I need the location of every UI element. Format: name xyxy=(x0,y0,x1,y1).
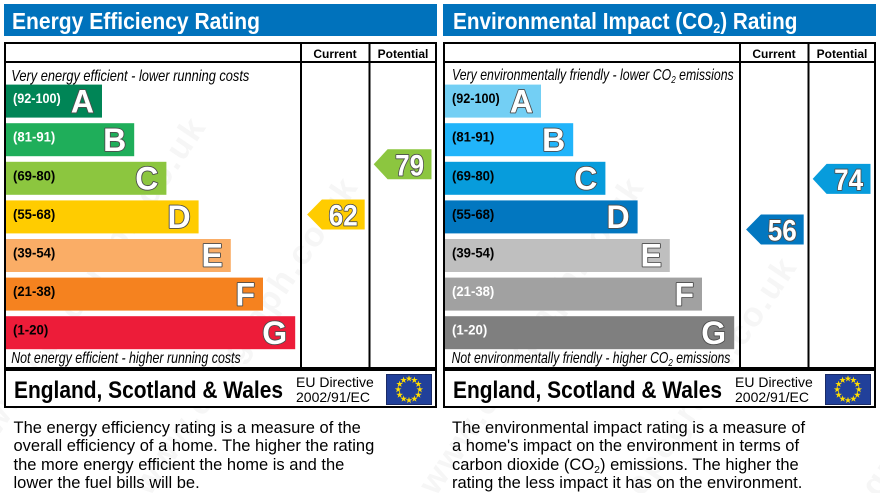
svg-text:C: C xyxy=(574,161,597,197)
svg-text:(92-100): (92-100) xyxy=(13,90,61,106)
svg-text:Not energy efficient - higher: Not energy efficient - higher running co… xyxy=(11,350,240,367)
svg-text:Current: Current xyxy=(752,47,795,61)
svg-text:Current: Current xyxy=(313,47,356,61)
svg-text:A: A xyxy=(510,83,533,119)
svg-text:E: E xyxy=(640,238,661,274)
svg-text:(1-20): (1-20) xyxy=(452,322,487,338)
svg-text:79: 79 xyxy=(395,149,424,182)
svg-text:D: D xyxy=(167,199,190,235)
svg-text:(21-38): (21-38) xyxy=(13,283,55,299)
svg-text:62: 62 xyxy=(329,200,358,233)
svg-text:B: B xyxy=(103,122,126,158)
svg-text:(92-100): (92-100) xyxy=(452,90,500,106)
svg-text:Potential: Potential xyxy=(817,47,868,61)
svg-text:F: F xyxy=(674,276,694,312)
svg-text:74: 74 xyxy=(834,164,863,197)
svg-text:(1-20): (1-20) xyxy=(13,322,48,338)
svg-text:Potential: Potential xyxy=(378,47,429,61)
svg-text:(81-91): (81-91) xyxy=(13,129,55,145)
svg-text:C: C xyxy=(135,161,158,197)
svg-text:Very environmentally friendly: Very environmentally friendly - lower CO… xyxy=(452,66,734,85)
svg-text:(69-80): (69-80) xyxy=(452,167,494,183)
svg-text:(21-38): (21-38) xyxy=(452,283,494,299)
svg-text:56: 56 xyxy=(768,215,797,248)
svg-text:Very energy efficient - lower: Very energy efficient - lower running co… xyxy=(11,68,249,85)
svg-text:(69-80): (69-80) xyxy=(13,167,55,183)
svg-text:A: A xyxy=(71,83,94,119)
svg-text:(39-54): (39-54) xyxy=(13,245,55,261)
svg-text:G: G xyxy=(262,315,287,351)
svg-text:G: G xyxy=(701,315,726,351)
svg-text:D: D xyxy=(606,199,629,235)
svg-text:(81-91): (81-91) xyxy=(452,129,494,145)
svg-text:B: B xyxy=(542,122,565,158)
svg-text:(55-68): (55-68) xyxy=(13,206,55,222)
svg-text:F: F xyxy=(235,276,255,312)
svg-text:E: E xyxy=(201,238,222,274)
svg-text:(39-54): (39-54) xyxy=(452,245,494,261)
svg-text:(55-68): (55-68) xyxy=(452,206,494,222)
svg-text:Not environmentally friendly -: Not environmentally friendly - higher CO… xyxy=(452,350,731,369)
